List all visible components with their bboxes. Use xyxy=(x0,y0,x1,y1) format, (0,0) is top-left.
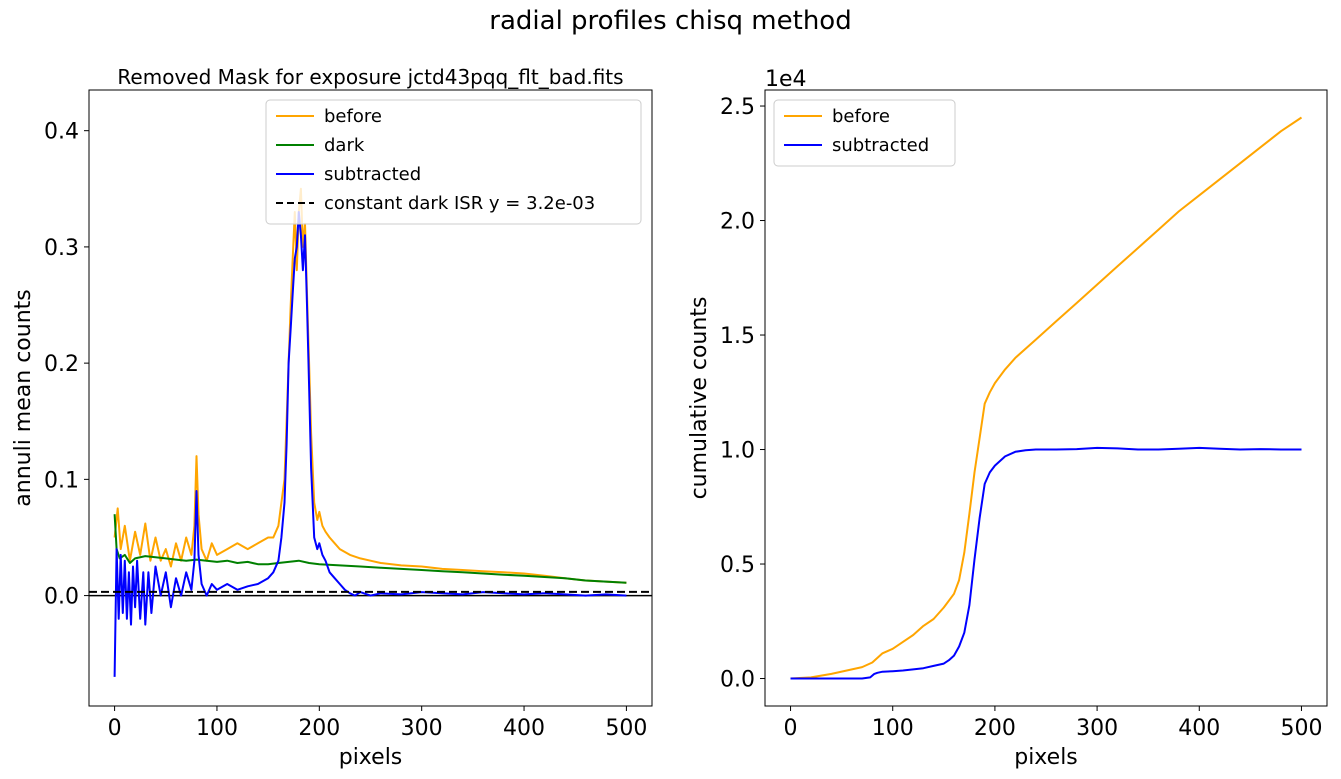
axes-frame xyxy=(764,89,1328,707)
y-tick-label: 0.3 xyxy=(44,236,79,261)
series-line-subtracted xyxy=(113,211,627,677)
x-tick-label: 200 xyxy=(974,716,1016,741)
legend-label: constant dark ISR y = 3.2e-03 xyxy=(324,193,595,214)
y-tick-label: 1.5 xyxy=(720,324,755,349)
x-tick-label: 500 xyxy=(1280,716,1322,741)
x-tick-label: 500 xyxy=(605,716,647,741)
axes-title: Removed Mask for exposure jctd43pqq_flt_… xyxy=(117,65,623,89)
y-tick-label: 0.1 xyxy=(44,468,79,493)
y-tick-label: 2.5 xyxy=(720,95,755,120)
legend-label: before xyxy=(832,106,890,127)
y-axis-label: cumulative counts xyxy=(687,297,712,500)
y-tick-label: 0.0 xyxy=(720,668,755,693)
right-axes: 0 100 200 300 400 500 0.0 0.5 1.0 1.5 2.0 2.5 pixels… xyxy=(687,67,1328,770)
x-tick-label: 300 xyxy=(401,716,443,741)
axes-frame xyxy=(88,89,653,707)
y-tick-label: 1.0 xyxy=(720,439,755,464)
y-scale-label: 1e4 xyxy=(765,67,807,92)
y-tick-label: 0.5 xyxy=(720,553,755,578)
plot-area-1 xyxy=(790,116,1303,680)
legend-box xyxy=(265,99,642,225)
y-axis-label: annuli mean counts xyxy=(11,289,36,506)
plot-area-0 xyxy=(89,187,652,677)
y-tick-label: 2.0 xyxy=(720,210,755,235)
x-tick-label: 100 xyxy=(196,716,238,741)
series-line-before xyxy=(790,116,1303,680)
y-tick-label: 0.4 xyxy=(44,120,79,145)
figure-suptitle: radial profiles chisq method xyxy=(489,6,852,36)
legend: before subtracted xyxy=(773,99,956,167)
x-axis-label: pixels xyxy=(1014,745,1078,770)
x-tick-label: 300 xyxy=(1076,716,1118,741)
legend-label: subtracted xyxy=(324,164,421,185)
x-tick-label: 100 xyxy=(872,716,914,741)
series-line-before xyxy=(113,187,627,584)
y-tick-label: 0.2 xyxy=(44,352,79,377)
x-axis-label: pixels xyxy=(339,745,403,770)
legend-label: dark xyxy=(324,135,365,156)
y-tick-label: 0.0 xyxy=(44,585,79,610)
x-tick-label: 200 xyxy=(298,716,340,741)
x-tick-label: 0 xyxy=(108,716,122,741)
legend-label: before xyxy=(324,106,382,127)
legend: before dark subtracted constant dark ISR y … xyxy=(265,99,642,225)
x-tick-label: 0 xyxy=(784,716,798,741)
legend-label: subtracted xyxy=(832,135,929,156)
left-axes: 0 100 200 300 400 500 0.0 0.1 0.2 0.3 0.4 pixels ann… xyxy=(11,65,653,770)
x-tick-label: 400 xyxy=(1178,716,1220,741)
series-line-subtracted xyxy=(790,446,1302,680)
x-tick-label: 400 xyxy=(503,716,545,741)
